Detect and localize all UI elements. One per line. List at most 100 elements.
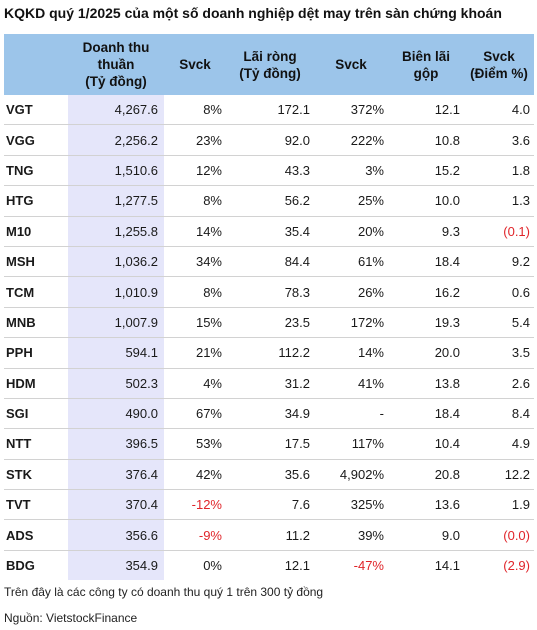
ticker-cell: MNB xyxy=(4,307,68,339)
margin-yoy-cell: 4.9 xyxy=(464,428,534,460)
table-row: VGT 4,267.6 8% 172.1 372% 12.1 4.0 xyxy=(4,95,534,126)
profit-yoy-cell: 325% xyxy=(314,489,388,521)
financial-results-table: Doanh thu thuần (Tỷ đồng) Svck Lãi ròng (Tỷ đ… xyxy=(4,34,534,581)
margin-cell: 19.3 xyxy=(388,307,464,339)
revenue-cell: 376.4 xyxy=(68,459,164,491)
profit-yoy-cell: 4,902% xyxy=(314,459,388,491)
revenue-yoy-cell: 67% xyxy=(164,398,226,430)
source-credit: Nguồn: VietstockFinance xyxy=(4,611,138,625)
margin-cell: 12.1 xyxy=(388,95,464,126)
revenue-cell: 396.5 xyxy=(68,428,164,460)
profit-yoy-cell: 41% xyxy=(314,368,388,399)
margin-yoy-cell: 5.4 xyxy=(464,307,534,339)
margin-yoy-cell: 1.9 xyxy=(464,489,534,521)
revenue-cell: 4,267.6 xyxy=(68,95,164,126)
revenue-cell: 594.1 xyxy=(68,337,164,369)
table-row: SGI 490.0 67% 34.9-18.4 8.4 xyxy=(4,398,534,430)
margin-yoy-cell: (0.0) xyxy=(464,519,534,551)
margin-cell: 14.1 xyxy=(434,558,460,574)
profit-yoy-cell: 372% xyxy=(314,95,388,126)
revenue-cell: 490.0 xyxy=(68,398,164,430)
revenue-cell: 2,256.2 xyxy=(68,124,164,156)
margin-cell: 13.6 xyxy=(388,489,464,521)
profit-cell: 112.2 xyxy=(226,337,314,369)
table-row: HDM 502.3 4% 31.2 41% 13.8 2.6 xyxy=(4,368,534,399)
revenue-cell: 354.9 xyxy=(68,550,164,581)
revenue-yoy-cell: 21% xyxy=(164,337,226,369)
table-row: STK 376.4 42% 35.6 4,902% 20.8 12.2 xyxy=(4,459,534,491)
table-row: VGG 2,256.2 23% 92.0 222% 10.8 3.6 xyxy=(4,124,534,156)
profit-yoy-cell: -47% xyxy=(353,558,384,574)
margin-cell: 10.4 xyxy=(388,428,464,460)
margin-cell: 9.3 xyxy=(388,216,464,247)
revenue-yoy-cell: 0% xyxy=(203,558,222,574)
revenue-yoy-cell: 8% xyxy=(164,276,226,308)
header-text: gộp xyxy=(413,65,439,81)
margin-cell: 20.8 xyxy=(388,459,464,491)
revenue-yoy-cell: 8% xyxy=(164,95,226,126)
revenue-cell: 1,036.2 xyxy=(68,246,164,278)
table-row: TVT 370.4 -12% 7.6 325% 13.6 1.9 xyxy=(4,489,534,521)
revenue-yoy-cell: 14% xyxy=(164,216,226,247)
revenue-yoy-cell: 8% xyxy=(164,185,226,217)
header-ticker xyxy=(4,34,68,95)
profit-yoy-cell: 172% xyxy=(314,307,388,339)
header-revenue: Doanh thu thuần (Tỷ đồng) xyxy=(68,34,164,95)
revenue-yoy-cell: 15% xyxy=(164,307,226,339)
margin-yoy-cell: 0.6 xyxy=(464,276,534,308)
profit-cell: 84.4 xyxy=(226,246,314,278)
profit-cell: 12.1 xyxy=(284,558,310,574)
margin-cell: 13.8 xyxy=(388,368,464,399)
ticker-cell: BDG xyxy=(6,558,35,574)
revenue-cell: 1,277.5 xyxy=(68,185,164,217)
margin-cell: 20.0 xyxy=(388,337,464,369)
margin-yoy-cell: 9.2 xyxy=(464,246,534,278)
profit-cell: 172.1 xyxy=(226,95,314,126)
margin-cell: 15.2 xyxy=(388,155,464,187)
revenue-cell: 1,510.6 xyxy=(68,155,164,187)
header-gross-margin: Biên lãi gộp xyxy=(388,34,464,95)
profit-cell: 23.5 xyxy=(226,307,314,339)
revenue-yoy-cell: 4% xyxy=(164,368,226,399)
header-profit-yoy: Svck xyxy=(314,34,388,95)
profit-cell: 34.9 xyxy=(226,398,314,430)
table-row: TCM 1,010.9 8% 78.3 26% 16.2 0.6 xyxy=(4,276,534,308)
header-text: (Tỷ đồng) xyxy=(239,65,301,81)
profit-cell: 35.6 xyxy=(226,459,314,491)
profit-cell: 43.3 xyxy=(226,155,314,187)
ticker-cell: NTT xyxy=(4,428,68,460)
header-text: Doanh thu xyxy=(82,40,150,55)
profit-cell: 7.6 xyxy=(226,489,314,521)
header-text: Svck xyxy=(179,57,211,72)
table-row: NTT 396.5 53% 17.5 117% 10.4 4.9 xyxy=(4,428,534,460)
revenue-cell: 370.4 xyxy=(68,489,164,521)
ticker-cell: ADS xyxy=(4,519,68,551)
header-text: Svck xyxy=(335,57,367,72)
margin-yoy-cell: (0.1) xyxy=(464,216,534,247)
ticker-cell: TNG xyxy=(4,155,68,187)
profit-yoy-cell: 117% xyxy=(314,428,388,460)
ticker-cell: MSH xyxy=(4,246,68,278)
ticker-cell: HTG xyxy=(4,185,68,217)
profit-yoy-cell: 39% xyxy=(314,519,388,551)
margin-yoy-cell: 1.8 xyxy=(464,155,534,187)
margin-yoy-cell: 4.0 xyxy=(464,95,534,126)
margin-yoy-cell: 1.3 xyxy=(464,185,534,217)
margin-yoy-cell: 8.4 xyxy=(464,398,534,430)
profit-cell: 31.2 xyxy=(226,368,314,399)
table-row: PPH 594.1 21% 112.2 14% 20.0 3.5 xyxy=(4,337,534,369)
table-row: HTG 1,277.5 8% 56.2 25% 10.0 1.3 xyxy=(4,185,534,217)
margin-yoy-cell: 3.6 xyxy=(464,124,534,156)
profit-yoy-cell: 25% xyxy=(314,185,388,217)
margin-cell: 10.0 xyxy=(388,185,464,217)
margin-yoy-cell: (2.9) xyxy=(503,558,530,574)
revenue-yoy-cell: 34% xyxy=(164,246,226,278)
profit-cell: 92.0 xyxy=(226,124,314,156)
ticker-cell: TCM xyxy=(4,276,68,308)
revenue-yoy-cell: -9% xyxy=(164,519,226,551)
table-row: ADS 356.6 -9% 11.2 39% 9.0 (0.0) xyxy=(4,519,534,551)
ticker-cell: STK xyxy=(4,459,68,491)
revenue-yoy-cell: 53% xyxy=(164,428,226,460)
ticker-cell: M10 xyxy=(4,216,68,247)
profit-yoy-cell: - xyxy=(314,398,388,430)
